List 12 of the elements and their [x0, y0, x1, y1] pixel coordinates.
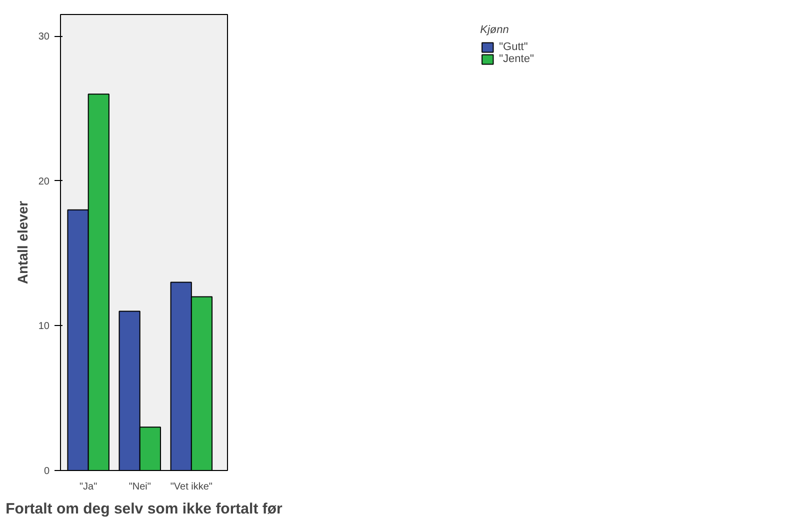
- y-tick-label: 20: [38, 176, 50, 188]
- x-tick-label: "Nei": [128, 482, 152, 492]
- y-tick-label: 30: [38, 32, 50, 43]
- x-axis-title: Fortalt om deg selv som ikke fortalt før: [6, 500, 283, 518]
- legend-title: Kjønn: [480, 24, 510, 36]
- y-axis-title: Antall elever: [14, 200, 30, 284]
- legend-label: "Gutt": [499, 41, 528, 53]
- x-tick-label: "Ja": [80, 482, 98, 492]
- y-tick-label: 0: [44, 466, 50, 477]
- legend-label: "Jente": [499, 53, 534, 65]
- y-tick-label: 10: [38, 321, 50, 332]
- x-tick-label: "Vet ikke": [170, 482, 213, 492]
